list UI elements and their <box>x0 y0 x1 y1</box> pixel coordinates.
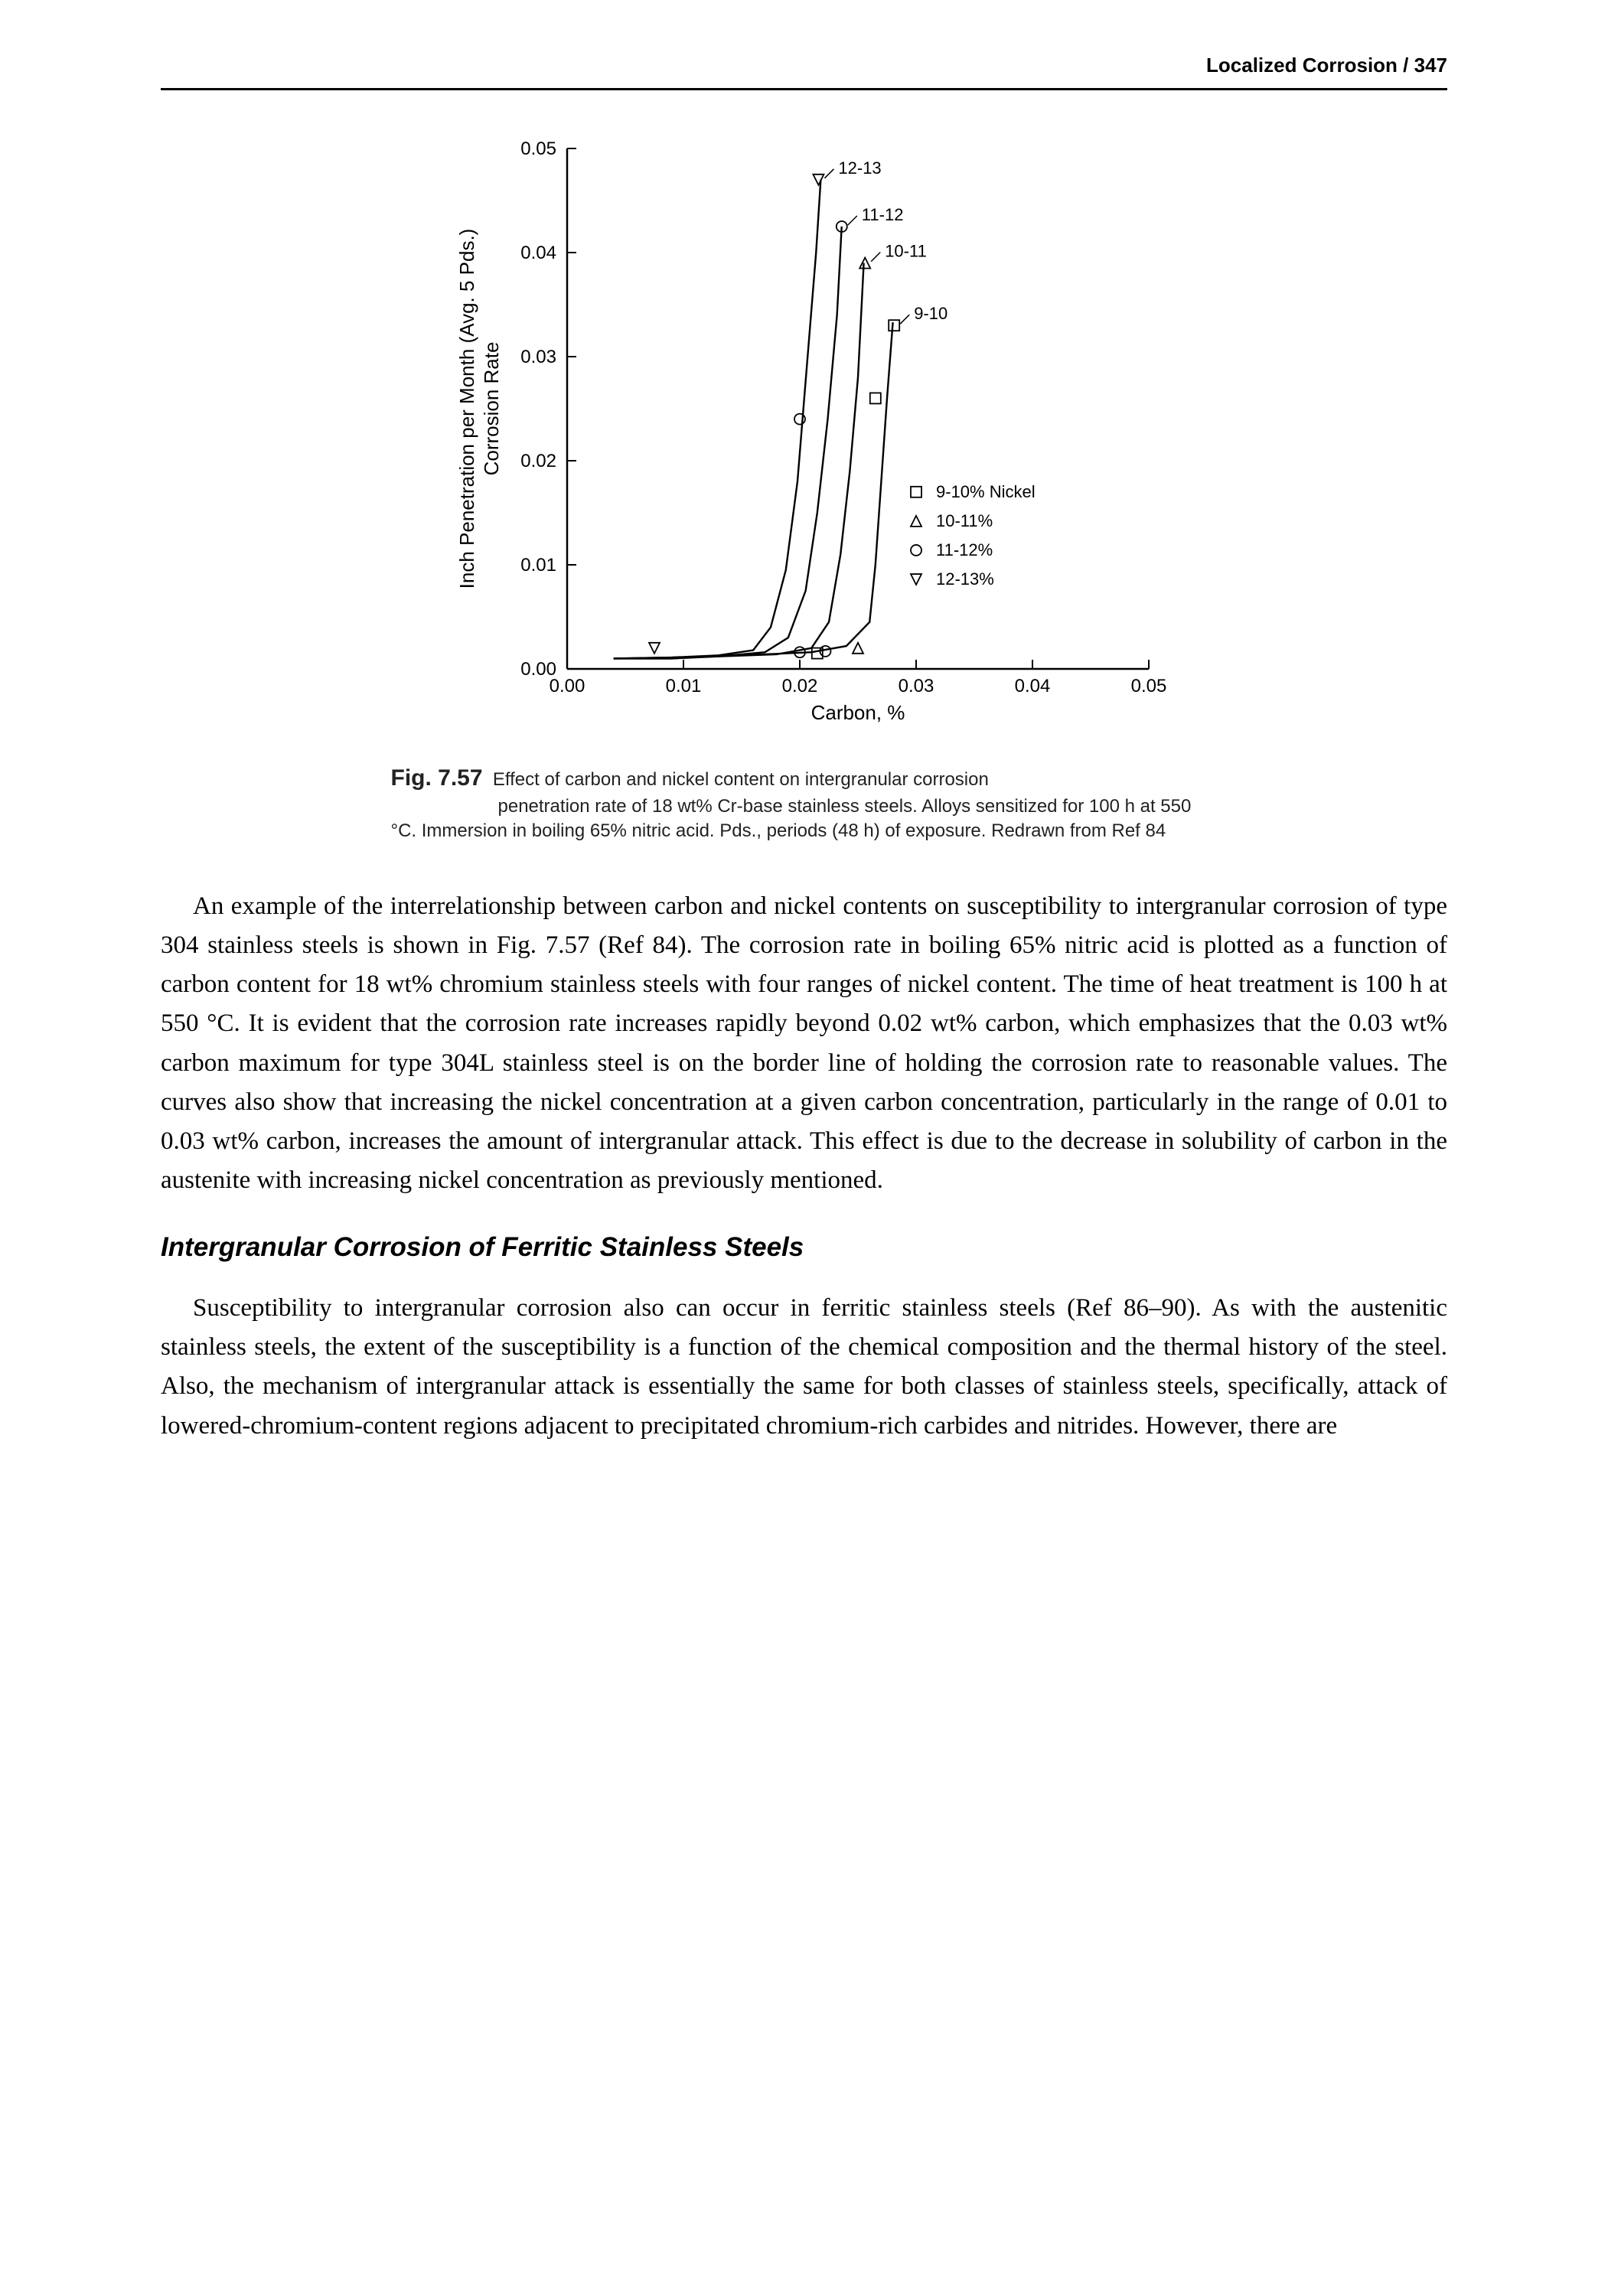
caption-first: Effect of carbon and nickel content on i… <box>493 769 989 790</box>
svg-text:10-11%: 10-11% <box>936 511 993 530</box>
svg-text:0.02: 0.02 <box>781 676 817 696</box>
svg-text:12-13%: 12-13% <box>936 569 994 589</box>
svg-text:11-12%: 11-12% <box>936 540 993 559</box>
svg-text:Carbon, %: Carbon, % <box>811 701 905 724</box>
fig-label: Fig. 7.57 <box>391 765 483 791</box>
svg-text:0.00: 0.00 <box>520 659 556 680</box>
svg-text:0.05: 0.05 <box>520 139 556 159</box>
svg-text:0.04: 0.04 <box>1014 676 1050 696</box>
figure-caption: Fig. 7.57 Effect of carbon and nickel co… <box>391 763 1218 844</box>
svg-text:0.05: 0.05 <box>1130 676 1166 696</box>
svg-text:0.01: 0.01 <box>665 676 701 696</box>
svg-text:0.03: 0.03 <box>898 676 934 696</box>
body-paragraph-1: An example of the interrelationship betw… <box>161 887 1447 1200</box>
corrosion-chart: 0.000.010.020.030.040.050.000.010.020.03… <box>437 118 1172 745</box>
svg-text:0.03: 0.03 <box>520 347 556 367</box>
header-text: Localized Corrosion / 347 <box>1206 54 1447 77</box>
svg-text:10-11: 10-11 <box>885 242 927 261</box>
caption-rest: penetration rate of 18 wt% Cr-base stain… <box>391 796 1192 842</box>
svg-text:0.04: 0.04 <box>520 243 556 263</box>
svg-text:9-10% Nickel: 9-10% Nickel <box>936 482 1036 501</box>
svg-text:11-12: 11-12 <box>861 205 903 224</box>
svg-text:Inch Penetration per Month (Av: Inch Penetration per Month (Avg. 5 Pds.) <box>455 229 478 589</box>
section-heading-text: Intergranular Corrosion of Ferritic Stai… <box>161 1232 804 1262</box>
svg-text:12-13: 12-13 <box>838 158 881 178</box>
body-1-text: An example of the interrelationship betw… <box>161 892 1447 1194</box>
chart-container: 0.000.010.020.030.040.050.000.010.020.03… <box>437 118 1172 749</box>
body-paragraph-2: Susceptibility to intergranular corrosio… <box>161 1289 1447 1446</box>
svg-text:0.02: 0.02 <box>520 451 556 471</box>
svg-text:0.01: 0.01 <box>520 555 556 576</box>
svg-text:9-10: 9-10 <box>914 304 948 323</box>
body-2-text: Susceptibility to intergranular corrosio… <box>161 1294 1447 1439</box>
section-heading: Intergranular Corrosion of Ferritic Stai… <box>161 1232 1447 1263</box>
page-header: Localized Corrosion / 347 <box>161 54 1447 90</box>
svg-text:Corrosion Rate: Corrosion Rate <box>480 342 503 476</box>
